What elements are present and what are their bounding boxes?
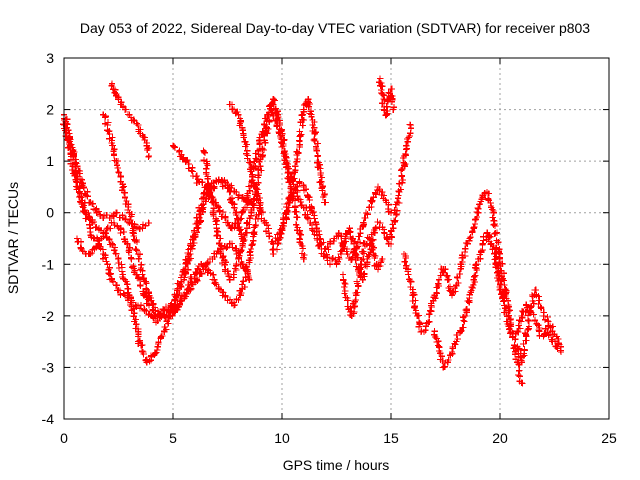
plot-frame bbox=[63, 57, 610, 420]
series-trail-markers bbox=[329, 121, 415, 281]
y-tick-label: 3 bbox=[46, 50, 54, 66]
x-axis-label: GPS time / hours bbox=[283, 457, 390, 473]
chart-title: Day 053 of 2022, Sidereal Day-to-day VTE… bbox=[80, 20, 590, 36]
series-arc-3 bbox=[60, 121, 153, 232]
series-trail-markers bbox=[401, 189, 526, 387]
y-axis-label: SDTVAR / TECUs bbox=[5, 182, 21, 294]
series-arc-14 bbox=[400, 188, 526, 387]
y-tick-label: -1 bbox=[42, 256, 55, 272]
series-trail-markers bbox=[60, 118, 252, 365]
series-arc-2 bbox=[60, 116, 253, 366]
series-arc-10 bbox=[269, 178, 395, 264]
series-arc-6 bbox=[108, 80, 153, 160]
y-tick-label: 0 bbox=[46, 205, 54, 221]
x-axis-ticks: 0 5 10 15 20 25 bbox=[60, 58, 617, 446]
data-points bbox=[60, 75, 565, 387]
series-trail-markers bbox=[101, 112, 264, 320]
x-tick-label: 10 bbox=[274, 430, 290, 446]
series-trail-markers bbox=[108, 82, 153, 160]
series-arc-5 bbox=[100, 111, 264, 320]
y-tick-label: 1 bbox=[46, 153, 54, 169]
series-trail-markers bbox=[515, 286, 563, 364]
series-trail-markers bbox=[492, 264, 564, 354]
x-tick-label: 5 bbox=[169, 430, 177, 446]
series-arc-1 bbox=[60, 111, 257, 326]
x-tick-label: 0 bbox=[60, 430, 68, 446]
x-tick-label: 15 bbox=[383, 430, 399, 446]
series-arc-12 bbox=[339, 234, 386, 320]
series-arc-13 bbox=[376, 75, 398, 119]
x-tick-label: 20 bbox=[492, 430, 508, 446]
series-arc-17 bbox=[514, 286, 565, 366]
x-tick-label: 25 bbox=[601, 430, 617, 446]
y-tick-label: -3 bbox=[42, 359, 55, 375]
y-tick-label: -2 bbox=[42, 308, 55, 324]
y-tick-label: -4 bbox=[42, 411, 55, 427]
series-trail-markers bbox=[376, 79, 398, 119]
y-tick-label: 2 bbox=[46, 102, 54, 118]
series-anchor-markers bbox=[60, 116, 253, 366]
series-arc-15 bbox=[431, 229, 509, 371]
y-axis-ticks: -4 -3 -2 -1 0 1 2 3 bbox=[42, 50, 609, 427]
series-trail-markers bbox=[340, 234, 385, 319]
